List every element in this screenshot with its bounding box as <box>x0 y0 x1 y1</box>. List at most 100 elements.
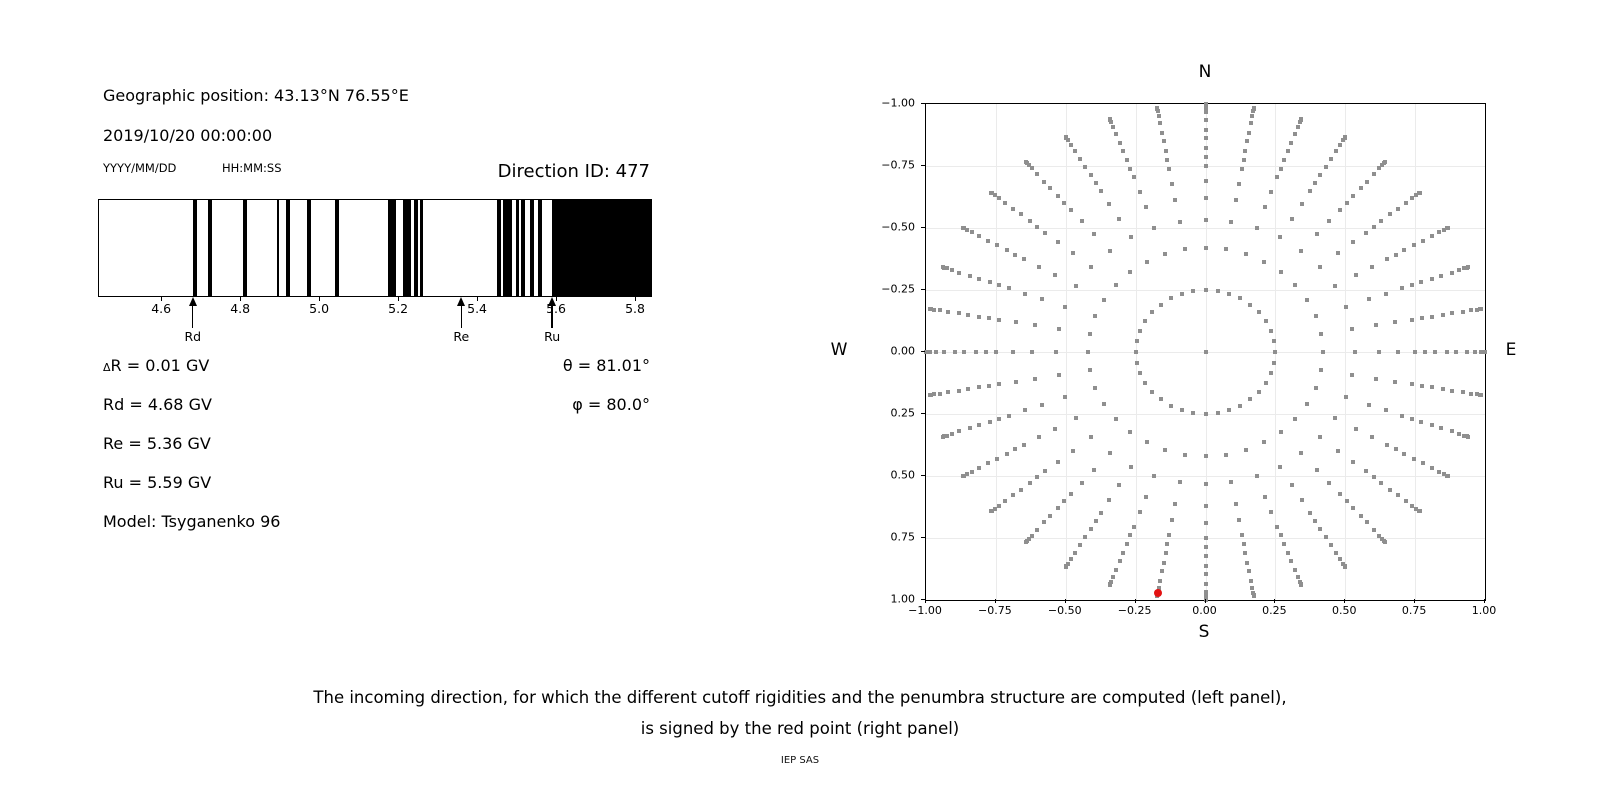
direction-dot <box>1065 561 1070 566</box>
direction-dot <box>1229 219 1234 224</box>
direction-dot <box>952 350 957 354</box>
direction-dot <box>1324 535 1329 540</box>
direction-dot <box>1203 105 1208 110</box>
direction-dot <box>1383 160 1388 165</box>
direction-dot <box>1282 541 1287 546</box>
direction-dot <box>1278 270 1283 275</box>
direction-dot <box>1420 461 1425 466</box>
direction-dot <box>1363 469 1368 474</box>
direction-dot <box>1098 189 1103 194</box>
direction-dot <box>1062 200 1067 205</box>
direction-dot <box>1400 286 1405 291</box>
direction-dot <box>1353 427 1358 431</box>
direction-dot <box>940 434 945 439</box>
direction-dot <box>1469 308 1474 313</box>
direction-dot <box>1063 135 1068 140</box>
scatter-x-tick <box>1344 599 1346 603</box>
direction-dot <box>1366 402 1371 407</box>
cutoff-arrow-head <box>548 297 557 306</box>
re-value: Re = 5.36 GV <box>103 434 211 453</box>
direction-dot <box>1449 270 1454 275</box>
direction-dot <box>1079 480 1084 485</box>
direction-dot <box>986 238 991 243</box>
direction-dot <box>1035 224 1040 229</box>
direction-dot <box>1149 389 1154 394</box>
direction-dot <box>1062 499 1067 504</box>
direction-dot <box>1239 532 1244 537</box>
direction-dot <box>1158 578 1163 583</box>
direction-dot <box>1392 379 1397 384</box>
direction-dot <box>1082 535 1087 540</box>
direction-dot <box>1317 264 1322 269</box>
direction-dot <box>1379 481 1384 486</box>
direction-dot <box>1179 408 1184 413</box>
direction-dot <box>969 469 974 474</box>
direction-dot <box>1137 510 1142 515</box>
direction-dot <box>1269 510 1274 515</box>
direction-dot <box>1252 105 1257 110</box>
direction-dot <box>944 433 949 438</box>
direction-dot <box>1035 171 1040 176</box>
direction-dot <box>1063 564 1068 569</box>
direction-dot <box>928 306 933 311</box>
direction-dot <box>1113 131 1118 136</box>
direction-dot <box>1412 242 1417 247</box>
direction-dot <box>1236 181 1241 186</box>
penumbra-plot <box>98 199 652 297</box>
direction-dot <box>987 419 992 424</box>
direction-dot <box>997 382 1002 387</box>
direction-dot <box>1223 452 1228 457</box>
direction-dot <box>1483 350 1487 354</box>
direction-dot <box>1093 518 1098 523</box>
direction-dot <box>1173 198 1178 203</box>
direction-dot <box>1048 186 1053 191</box>
direction-dot <box>1093 385 1098 390</box>
direction-dot <box>1278 464 1283 469</box>
direction-dot <box>937 308 942 313</box>
direction-dot <box>1029 350 1034 354</box>
direction-dot <box>1393 447 1398 452</box>
direction-dot <box>1203 482 1208 487</box>
date-format-label: YYYY/MM/DD <box>103 161 177 175</box>
direction-dot <box>1027 218 1032 223</box>
direction-dot <box>1332 283 1337 288</box>
direction-dot <box>1352 350 1357 354</box>
direction-dot <box>1313 314 1318 319</box>
direction-dot <box>1056 372 1061 377</box>
penumbra-x-tick <box>635 297 637 301</box>
direction-dot <box>1478 393 1483 398</box>
direction-dot <box>1107 248 1112 253</box>
direction-dot <box>1474 392 1479 397</box>
direction-dot <box>1248 302 1253 307</box>
direction-dot <box>1063 304 1068 309</box>
direction-dot <box>1392 320 1397 325</box>
direction-dot <box>1042 520 1047 525</box>
direction-dot <box>1419 316 1424 321</box>
direction-dot <box>977 314 982 319</box>
direction-dot <box>1117 140 1122 145</box>
direction-dot <box>1371 528 1376 532</box>
direction-dot <box>1462 433 1467 438</box>
direction-dot <box>1299 583 1304 588</box>
penumbra-band <box>388 200 397 296</box>
direction-dot <box>1101 402 1106 407</box>
direction-dot <box>945 309 950 314</box>
direction-dot <box>1404 200 1409 205</box>
direction-dot <box>1377 350 1382 354</box>
direction-dot <box>1203 155 1208 160</box>
direction-dot <box>1203 544 1208 549</box>
direction-dot <box>1305 297 1310 302</box>
direction-dot <box>1089 264 1094 269</box>
direction-dot <box>1167 167 1172 172</box>
scatter-x-tick-label: 0.25 <box>1262 604 1287 617</box>
direction-dot <box>987 316 992 321</box>
direction-dot <box>1107 497 1112 502</box>
direction-dot <box>1245 560 1250 565</box>
direction-dot <box>1343 135 1348 140</box>
direction-dot <box>1478 350 1483 354</box>
direction-dot <box>1035 528 1040 532</box>
direction-dot <box>1419 383 1424 388</box>
direction-dot-center <box>1203 350 1208 354</box>
scatter-y-tick <box>921 351 925 352</box>
direction-dot <box>1117 559 1122 564</box>
